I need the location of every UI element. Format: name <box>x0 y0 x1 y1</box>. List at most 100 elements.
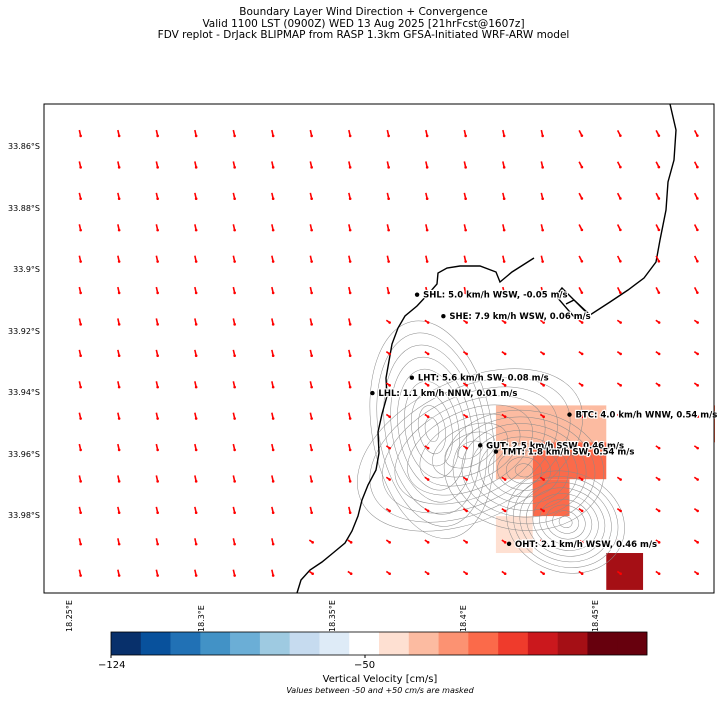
wind-arrow <box>693 508 699 513</box>
wind-arrow <box>78 255 82 263</box>
wind-arrow <box>155 255 159 263</box>
wind-arrow <box>194 506 198 515</box>
terrain-contour <box>383 344 481 515</box>
wind-arrow <box>271 255 275 263</box>
colorbar <box>110 631 648 658</box>
wind-arrow <box>117 381 121 389</box>
wind-arrow <box>385 508 391 513</box>
wind-arrow <box>616 129 622 137</box>
wind-arrow <box>155 129 159 138</box>
wind-arrow <box>194 318 198 326</box>
wind-arrow <box>693 129 699 137</box>
terrain-contour <box>390 356 474 503</box>
wind-arrow <box>348 349 352 358</box>
station-label-tmt: TMT: 1.8 km/h SW, 0.54 m/s <box>502 448 635 458</box>
wind-arrow <box>309 161 313 169</box>
wind-arrow <box>78 129 82 138</box>
wind-arrow <box>578 476 584 481</box>
wind-arrow <box>117 443 121 452</box>
wind-arrow <box>117 318 121 326</box>
terrain-contour <box>539 499 593 546</box>
wind-arrow <box>117 192 121 201</box>
wind-arrow <box>271 569 275 577</box>
terrain-contour <box>532 493 599 551</box>
wind-arrow <box>501 413 507 419</box>
colorbar-title: Vertical Velocity [cm/s] <box>322 674 438 685</box>
wind-arrow <box>194 381 198 389</box>
terrain-contour <box>497 450 551 491</box>
wind-arrow <box>155 506 159 515</box>
wind-arrow <box>385 539 391 544</box>
wind-arrow <box>655 445 661 450</box>
wind-arrow <box>232 412 236 420</box>
station-dot-she <box>441 314 446 319</box>
wind-arrow <box>117 129 121 138</box>
lon-tick-label: 18.45°E <box>590 600 600 632</box>
wind-arrow <box>424 351 430 356</box>
wind-arrow <box>117 506 121 515</box>
colorbar-swatch <box>527 632 558 655</box>
wind-arrow <box>271 192 275 201</box>
wind-arrow <box>693 192 699 200</box>
colorbar-swatch <box>289 632 320 655</box>
wind-arrow <box>194 224 198 232</box>
terrain-contour <box>479 436 569 505</box>
wind-arrow <box>78 161 82 169</box>
wind-arrow <box>348 255 352 263</box>
wind-arrow <box>616 476 622 481</box>
terrain-contour <box>376 332 488 527</box>
wind-arrow <box>308 570 314 576</box>
wind-arrow <box>616 382 622 387</box>
wind-arrow <box>232 129 236 138</box>
wind-arrow <box>462 382 468 387</box>
wind-arrow <box>155 224 159 232</box>
wind-arrow <box>309 286 313 295</box>
wind-arrow <box>386 224 390 232</box>
wind-arrow <box>309 255 313 263</box>
wind-arrow <box>78 286 82 295</box>
wind-arrow <box>385 351 391 356</box>
station-label-oht: OHT: 2.1 km/h WSW, 0.46 m/s <box>515 540 657 550</box>
wind-arrow <box>194 129 198 138</box>
wind-arrow <box>271 475 275 483</box>
wind-arrow <box>232 192 236 201</box>
terrain-contour <box>407 404 533 496</box>
wind-arrow <box>616 224 622 232</box>
wind-arrow <box>385 319 391 324</box>
wind-arrow <box>693 351 699 356</box>
wind-arrow <box>309 224 313 232</box>
wind-arrow <box>117 161 121 169</box>
wind-arrow <box>463 286 467 295</box>
wind-arrow <box>194 161 198 169</box>
wind-arrow <box>502 129 506 138</box>
colorbar-note: Values between -50 and +50 cm/s are mask… <box>286 686 474 695</box>
terrain-contour <box>404 381 460 479</box>
terrain-contour <box>506 470 625 574</box>
terrain-contour <box>411 393 453 467</box>
colorbar-swatch <box>379 632 410 655</box>
wind-arrow <box>655 192 661 200</box>
convergence-cells <box>495 405 715 590</box>
colorbar-swatch <box>617 632 648 655</box>
wind-arrow <box>78 538 82 546</box>
terrain-contour <box>514 463 534 478</box>
wind-arrow <box>463 192 467 201</box>
wind-arrow <box>117 349 121 358</box>
wind-arrow <box>540 224 544 232</box>
terrain-contour <box>513 476 619 568</box>
wind-arrow <box>655 382 661 387</box>
colorbar-swatch <box>349 632 380 655</box>
wind-arrow <box>271 412 275 420</box>
wind-arrow <box>194 538 198 546</box>
terrain-contour <box>452 416 596 525</box>
wind-arrow <box>348 192 352 201</box>
lat-tick-label: 33.98°S <box>8 511 40 521</box>
wind-arrow <box>347 570 353 576</box>
colorbar-swatch <box>259 632 290 655</box>
wind-arrow <box>462 413 468 419</box>
wind-arrow <box>386 286 390 295</box>
colorbar-tick-mid: −50 <box>354 660 376 671</box>
wind-arrow <box>424 382 430 387</box>
lat-tick-label: 33.88°S <box>8 203 40 213</box>
wind-arrow <box>348 443 352 452</box>
